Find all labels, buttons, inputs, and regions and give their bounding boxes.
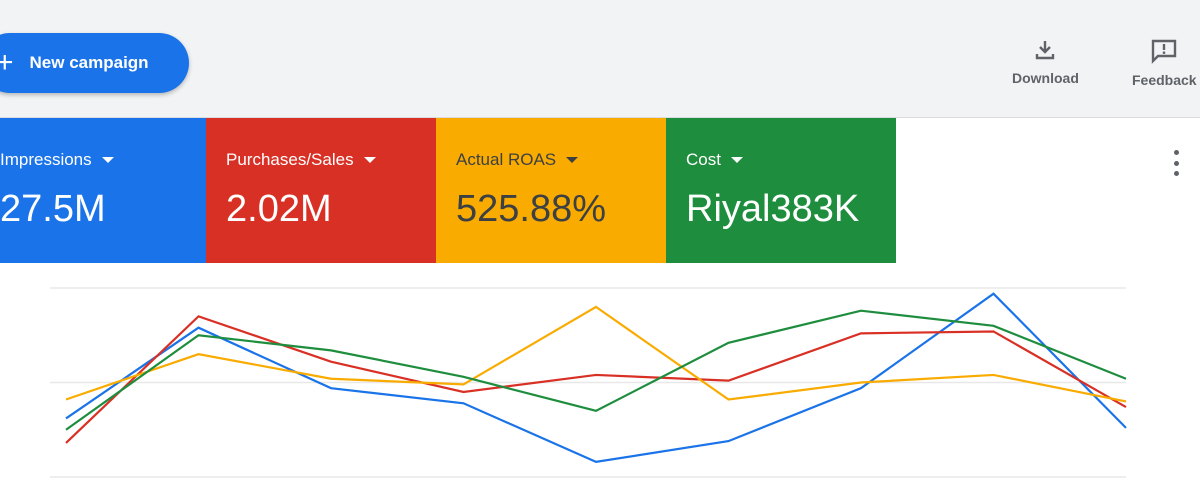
series-line-purchases-sales [65, 315, 1127, 444]
new-campaign-label: New campaign [29, 53, 149, 72]
metric-card-roas[interactable]: Actual ROAS 525.88% [436, 118, 666, 263]
dropdown-caret-icon [101, 157, 114, 163]
metric-card-purchases[interactable]: Purchases/Sales 2.02M [206, 118, 436, 263]
toolbar: + New campaign Download Feedback [0, 0, 1200, 118]
metric-label[interactable]: Cost [686, 150, 743, 170]
series-line-actual-roas [65, 305, 1127, 403]
metric-label[interactable]: Impressions [0, 150, 114, 170]
metric-label-text: Purchases/Sales [226, 150, 354, 169]
metric-label-text: Actual ROAS [456, 150, 557, 169]
series-line-cost [65, 309, 1127, 431]
metric-label[interactable]: Actual ROAS [456, 150, 579, 170]
download-label: Download [1012, 70, 1079, 86]
metric-label-text: Cost [686, 150, 721, 169]
download-button[interactable]: Download [1012, 38, 1079, 86]
dropdown-caret-icon [566, 157, 579, 163]
metric-label[interactable]: Purchases/Sales [226, 150, 376, 170]
more-options-icon[interactable] [1170, 150, 1182, 176]
feedback-button[interactable]: Feedback [1132, 38, 1197, 88]
metric-value: 2.02M [226, 188, 332, 230]
metric-value: Riyal383K [686, 188, 860, 230]
dropdown-caret-icon [363, 157, 376, 163]
metric-label-text: Impressions [0, 150, 92, 169]
metric-value: 27.5M [0, 188, 106, 230]
feedback-label: Feedback [1132, 72, 1197, 88]
download-icon [1036, 41, 1055, 60]
metric-value: 525.88% [456, 188, 607, 230]
plus-icon: + [0, 46, 14, 79]
metric-card-cost[interactable]: Cost Riyal383K [666, 118, 896, 263]
series-line-impressions [65, 292, 1127, 464]
performance-chart [50, 287, 1127, 478]
feedback-icon [1152, 39, 1177, 64]
new-campaign-button[interactable]: + New campaign [0, 33, 189, 93]
metric-card-impressions[interactable]: Impressions 27.5M [0, 118, 206, 263]
dropdown-caret-icon [730, 157, 743, 163]
